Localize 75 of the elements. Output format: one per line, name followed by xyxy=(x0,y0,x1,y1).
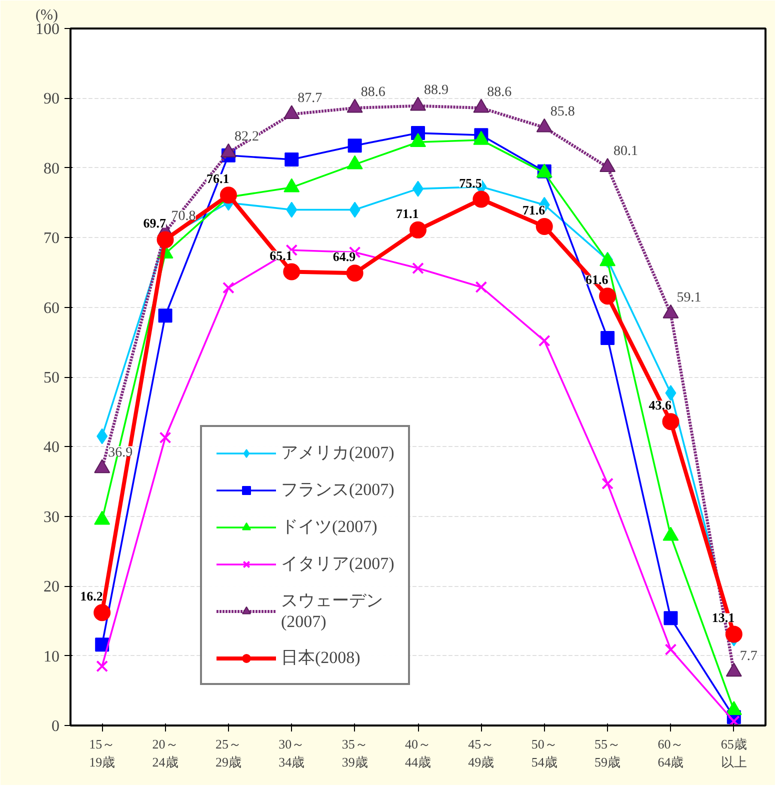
y-tick-label: 100 xyxy=(36,21,60,38)
y-tick-label: 30 xyxy=(44,508,60,526)
point xyxy=(662,413,680,430)
data-label: 65.1 xyxy=(270,248,292,263)
point xyxy=(472,190,490,208)
point xyxy=(599,288,616,305)
data-label: 7.7 xyxy=(740,648,758,664)
data-label: 71.6 xyxy=(522,202,546,218)
x-tick-label: 40～44歳 xyxy=(405,736,431,770)
data-label: 71.1 xyxy=(396,206,419,221)
legend-label: フランス(2007) xyxy=(281,479,394,501)
legend-label: スウェーデン (2007) xyxy=(281,590,383,632)
legend-label: イタリア(2007) xyxy=(281,553,394,575)
point xyxy=(538,334,550,347)
y-tick-label: 0 xyxy=(52,718,60,735)
point xyxy=(158,308,172,323)
y-tick-label: 90 xyxy=(44,90,60,108)
point xyxy=(283,263,300,280)
y-tick-label: 70 xyxy=(44,230,60,248)
y-tick-label: 20 xyxy=(44,578,60,596)
x-tick-label: 50～54歳 xyxy=(531,736,558,770)
legend-label: ドイツ(2007) xyxy=(281,516,378,538)
point xyxy=(475,281,488,294)
x-tick-label: 15～19歳 xyxy=(89,736,116,770)
point xyxy=(410,221,426,238)
y-tick-label: 50 xyxy=(44,370,60,386)
point xyxy=(96,660,108,672)
x-tick-label: 60～64歳 xyxy=(658,736,684,770)
data-label: 13.1 xyxy=(712,610,735,626)
data-label: 88.6 xyxy=(360,84,386,100)
data-label: 80.1 xyxy=(614,144,638,160)
point xyxy=(412,262,424,274)
point xyxy=(94,604,111,622)
data-label: 88.9 xyxy=(424,82,448,98)
point xyxy=(159,432,172,444)
y-tick-label: 80 xyxy=(44,160,60,178)
point xyxy=(536,218,553,235)
x-tick-label: 65歳以上 xyxy=(720,736,747,770)
data-label: 70.8 xyxy=(171,209,196,224)
legend-label: アメリカ(2007) xyxy=(281,442,394,464)
x-tick-label: 30～34歳 xyxy=(278,736,305,770)
y-axis-title: (%) xyxy=(36,8,58,24)
point xyxy=(156,231,174,248)
point xyxy=(284,152,299,167)
data-label: 76.1 xyxy=(206,171,230,186)
point xyxy=(664,644,677,656)
point xyxy=(728,715,740,726)
point xyxy=(664,611,678,626)
legend-label: 日本(2008) xyxy=(281,647,360,669)
point xyxy=(95,638,110,652)
y-tick-label: 10 xyxy=(44,648,60,666)
data-label: 64.9 xyxy=(332,249,356,264)
y-tick-label: 40 xyxy=(44,439,60,456)
data-label: 85.8 xyxy=(550,104,575,120)
x-tick-label: 25～29歳 xyxy=(215,736,242,770)
x-tick-label: 45～49歳 xyxy=(468,736,494,770)
y-tick-label: 60 xyxy=(44,300,60,317)
data-label: 36.9 xyxy=(108,445,133,460)
point xyxy=(222,282,234,294)
data-label: 88.6 xyxy=(487,84,512,100)
data-label: 61.6 xyxy=(586,272,609,288)
point xyxy=(600,330,615,345)
point xyxy=(348,138,362,153)
data-label: 87.7 xyxy=(298,91,322,106)
data-label: 82.2 xyxy=(234,130,259,145)
data-label: 43.6 xyxy=(648,398,672,413)
data-label: 59.1 xyxy=(676,290,702,306)
x-tick-label: 35～39歳 xyxy=(342,736,368,770)
data-label: 75.5 xyxy=(459,175,482,190)
x-tick-label: 55～59歳 xyxy=(594,736,621,770)
x-tick-label: 20～24歳 xyxy=(152,736,178,770)
data-label: 69.7 xyxy=(143,216,167,231)
point xyxy=(602,478,614,490)
data-label: 16.2 xyxy=(80,588,103,604)
point xyxy=(346,264,364,282)
